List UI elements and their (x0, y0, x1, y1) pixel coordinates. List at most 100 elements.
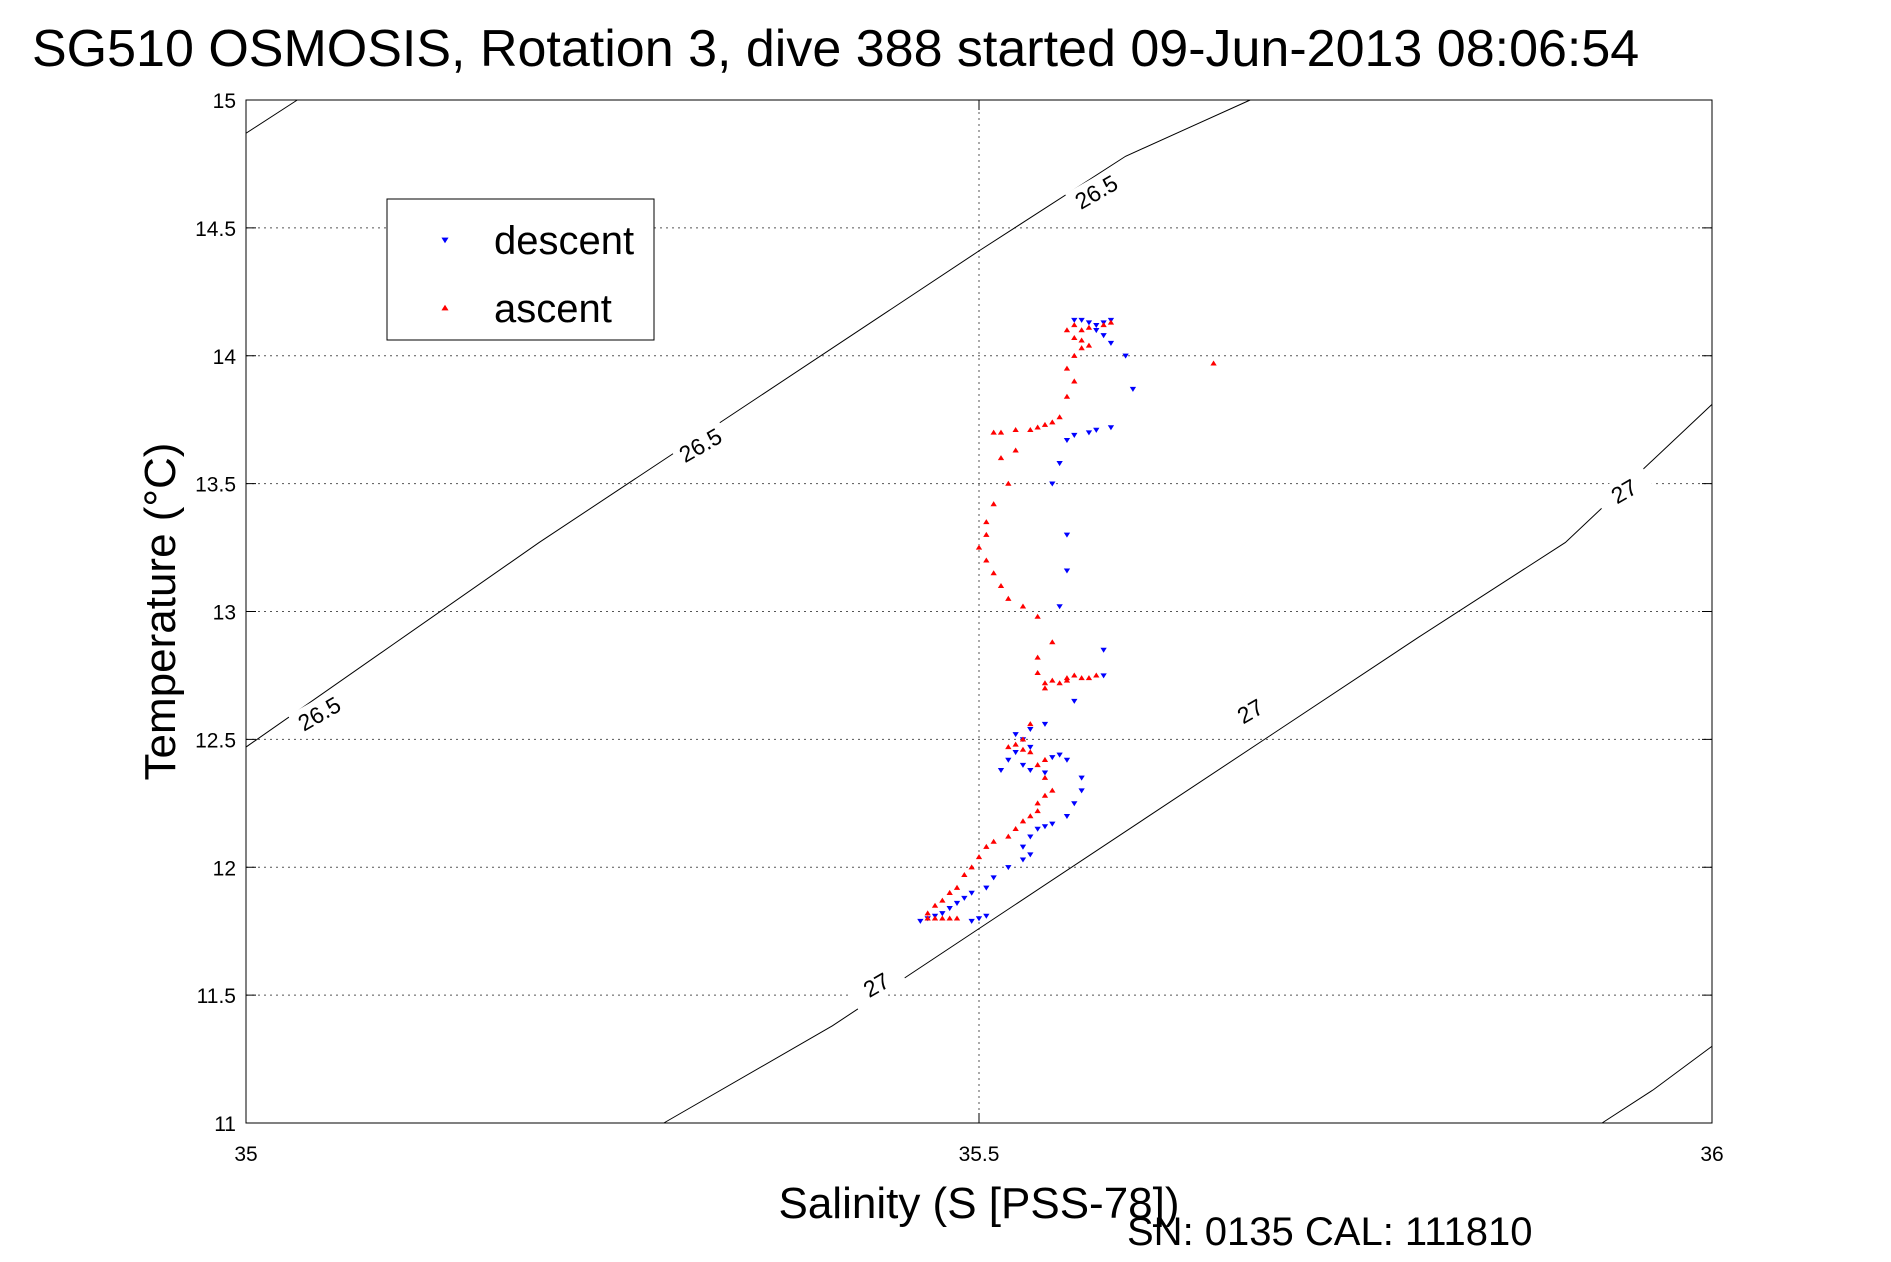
ascent-point (1012, 447, 1019, 453)
ascent-point (1034, 762, 1041, 768)
ascent-point (997, 455, 1005, 461)
ascent-point (1210, 360, 1217, 366)
ascent-point (983, 531, 990, 537)
descent-point (1012, 750, 1019, 756)
descent-point (1049, 755, 1056, 761)
ascent-point (1063, 677, 1071, 683)
descent-point (1063, 438, 1071, 444)
descent-point (1056, 752, 1063, 758)
descent-point (1071, 317, 1078, 323)
ascent-point (1019, 603, 1027, 609)
descent-point (1100, 673, 1107, 679)
descent-point (983, 885, 990, 891)
ascent-point (946, 915, 953, 921)
descent-point (968, 918, 975, 924)
ascent-point (1063, 393, 1071, 399)
descent-point (1093, 328, 1100, 334)
descent-point (1100, 647, 1107, 653)
contour-label-mask (288, 687, 351, 740)
ascent-point (968, 864, 975, 870)
y-tick-label: 13 (213, 602, 236, 625)
ascent-point (1034, 424, 1041, 430)
descent-point (961, 895, 968, 901)
ascent-point (931, 915, 939, 921)
descent-point (1027, 767, 1034, 773)
ascent-point (1056, 680, 1063, 686)
ascent-point (1034, 808, 1041, 814)
ascent-point (953, 915, 961, 921)
density-contour-line (1601, 1045, 1713, 1124)
descent-point (1019, 844, 1027, 850)
ascent-point (983, 519, 990, 525)
descent-point (1085, 430, 1093, 436)
ascent-point (1005, 595, 1012, 601)
ascent-point (1063, 365, 1071, 371)
ascent-point (990, 838, 997, 844)
descent-point (1034, 826, 1041, 832)
x-axis-label: Salinity (S [PSS-78]) (778, 1179, 1179, 1228)
ascent-point (1078, 327, 1085, 333)
y-axis-label: Temperature (°C) (136, 443, 185, 781)
ascent-point (1071, 352, 1078, 358)
ascent-point (1041, 792, 1049, 798)
descent-point (1049, 481, 1056, 487)
ascent-point (924, 910, 931, 916)
ascent-point (1027, 427, 1034, 433)
ascent-point (1027, 721, 1034, 727)
descent-point (1041, 770, 1049, 776)
ascent-point (1071, 672, 1078, 678)
ascent-point (1049, 787, 1056, 793)
ascent-point (1019, 736, 1027, 742)
ascent-point (1019, 746, 1027, 752)
density-contour-line (245, 99, 298, 134)
y-tick-label: 15 (213, 90, 236, 113)
ascent-point (975, 544, 983, 550)
x-tick-label: 35 (234, 1143, 257, 1166)
axis-ticks: 35 35.5 36 11 11.5 12 12.5 13 13.5 14 14.5 15 (195, 90, 1724, 1166)
descent-point (1063, 757, 1071, 763)
chart-title: SG510 OSMOSIS, Rotation 3, dive 388 star… (32, 20, 1639, 78)
descent-legend-marker (441, 237, 449, 244)
ascent-point (1034, 669, 1041, 676)
ascent-point (1012, 825, 1019, 832)
y-tick-label: 11 (214, 1113, 236, 1136)
contour-label-mask (1218, 685, 1282, 738)
descent-point (917, 918, 924, 924)
ascent-point (1071, 322, 1078, 328)
descent-point (1027, 727, 1034, 733)
descent-point (1056, 604, 1063, 610)
ascent-point (924, 915, 931, 921)
ascent-point (1012, 427, 1019, 433)
descent-point (1071, 801, 1078, 807)
ascent-point (1078, 337, 1085, 343)
descent-point (1049, 821, 1056, 827)
ascent-point (1049, 639, 1056, 645)
ascent-point (1019, 818, 1027, 824)
density-contour-line (245, 99, 1251, 748)
ascent-point (953, 884, 961, 890)
descent-point (1041, 721, 1049, 727)
descent-point (1107, 340, 1115, 346)
ascent-point (1085, 324, 1093, 330)
descent-point (1107, 425, 1115, 431)
descent-point (1063, 568, 1071, 574)
descent-point (1100, 333, 1107, 339)
ascent-point (1005, 480, 1012, 486)
contour-label-mask (1065, 165, 1128, 219)
ascent-point (1085, 675, 1093, 681)
ascent-point (983, 843, 990, 849)
descent-point (1005, 757, 1012, 763)
ascent-point (1041, 774, 1049, 780)
ascent-point (1027, 813, 1034, 819)
x-tick-label: 36 (1700, 1143, 1723, 1166)
x-tick-label: 35.5 (959, 1143, 1000, 1166)
density-contour-line (663, 403, 1713, 1124)
contour-label-mask (669, 419, 732, 472)
legend-label-ascent: ascent (494, 287, 612, 331)
ascent-point (939, 897, 946, 903)
ascent-point (1041, 685, 1049, 691)
ascent-point (1041, 756, 1049, 762)
descent-point (1078, 775, 1085, 781)
ascent-point (1049, 419, 1056, 425)
